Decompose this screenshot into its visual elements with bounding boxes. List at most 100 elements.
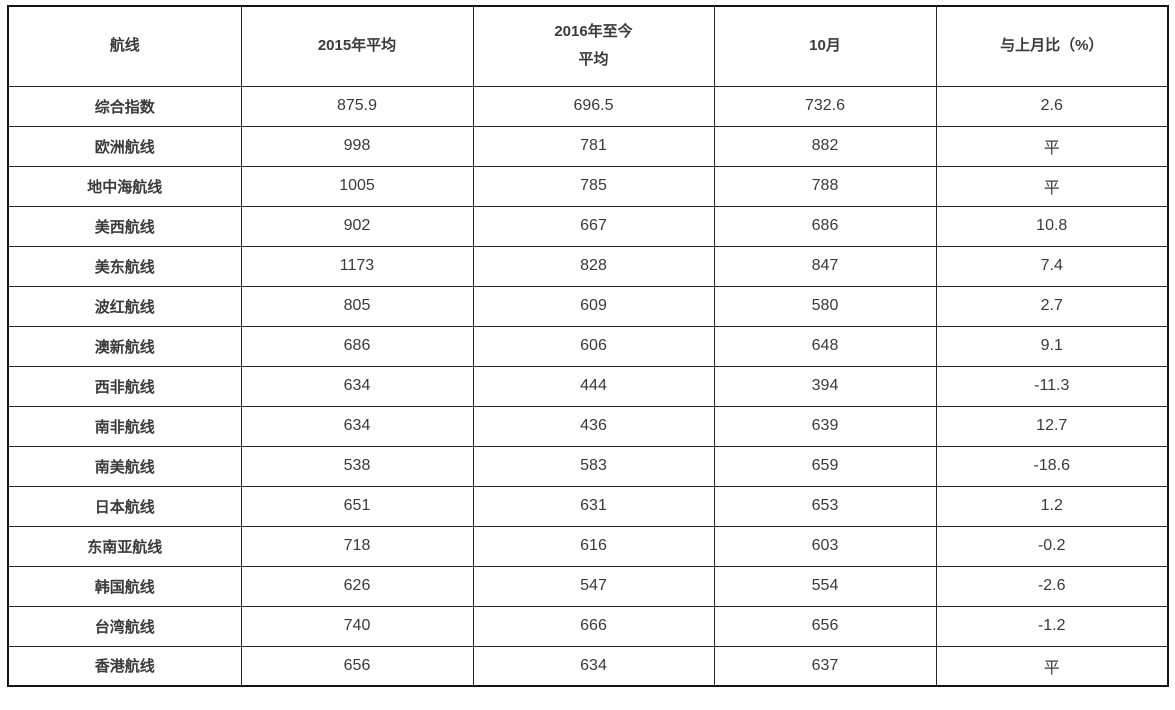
mom-change-cell: 平 <box>935 125 1169 167</box>
avg-2015-cell: 1173 <box>240 245 474 287</box>
avg-2016-cell: 785 <box>472 165 715 207</box>
mom-change-cell: 平 <box>935 165 1169 207</box>
mom-change-cell: -0.2 <box>935 525 1169 567</box>
table-row: 波红航线 805 609 580 2.7 <box>7 285 1169 327</box>
avg-2015-cell: 651 <box>240 485 474 527</box>
header-2016-to-date-average: 2016年至今 平均 <box>472 5 715 87</box>
route-name-cell: 波红航线 <box>7 285 242 327</box>
october-cell: 554 <box>713 565 937 607</box>
route-name-cell: 美东航线 <box>7 245 242 287</box>
avg-2015-cell: 902 <box>240 205 474 247</box>
october-cell: 847 <box>713 245 937 287</box>
freight-index-table: 航线 2015年平均 2016年至今 平均 10月 与上月比（%） 综合指数 8… <box>7 5 1169 687</box>
mom-change-cell: 2.7 <box>935 285 1169 327</box>
avg-2015-cell: 875.9 <box>240 85 474 127</box>
route-name-cell: 香港航线 <box>7 645 242 687</box>
mom-change-cell: 12.7 <box>935 405 1169 447</box>
table-row: 台湾航线 740 666 656 -1.2 <box>7 605 1169 647</box>
october-cell: 686 <box>713 205 937 247</box>
freight-table-container: 航线 2015年平均 2016年至今 平均 10月 与上月比（%） 综合指数 8… <box>7 5 1169 687</box>
avg-2016-cell: 609 <box>472 285 715 327</box>
october-cell: 394 <box>713 365 937 407</box>
table-row: 美东航线 1173 828 847 7.4 <box>7 245 1169 287</box>
avg-2016-cell: 547 <box>472 565 715 607</box>
table-header: 航线 2015年平均 2016年至今 平均 10月 与上月比（%） <box>7 5 1169 87</box>
october-cell: 580 <box>713 285 937 327</box>
table-row: 地中海航线 1005 785 788 平 <box>7 165 1169 207</box>
avg-2016-cell: 634 <box>472 645 715 687</box>
route-name-cell: 地中海航线 <box>7 165 242 207</box>
route-name-cell: 南非航线 <box>7 405 242 447</box>
route-name-cell: 西非航线 <box>7 365 242 407</box>
mom-change-cell: 2.6 <box>935 85 1169 127</box>
table-row: 西非航线 634 444 394 -11.3 <box>7 365 1169 407</box>
route-name-cell: 欧洲航线 <box>7 125 242 167</box>
mom-change-cell: 10.8 <box>935 205 1169 247</box>
avg-2016-cell: 667 <box>472 205 715 247</box>
avg-2016-cell: 631 <box>472 485 715 527</box>
mom-change-cell: 9.1 <box>935 325 1169 367</box>
mom-change-cell: 1.2 <box>935 485 1169 527</box>
header-2015-average: 2015年平均 <box>240 5 474 87</box>
table-row: 香港航线 656 634 637 平 <box>7 645 1169 687</box>
avg-2016-cell: 616 <box>472 525 715 567</box>
avg-2016-cell: 781 <box>472 125 715 167</box>
mom-change-cell: -1.2 <box>935 605 1169 647</box>
avg-2015-cell: 634 <box>240 405 474 447</box>
october-cell: 648 <box>713 325 937 367</box>
avg-2015-cell: 740 <box>240 605 474 647</box>
avg-2016-cell: 828 <box>472 245 715 287</box>
october-cell: 639 <box>713 405 937 447</box>
header-row: 航线 2015年平均 2016年至今 平均 10月 与上月比（%） <box>7 5 1169 87</box>
table-row: 日本航线 651 631 653 1.2 <box>7 485 1169 527</box>
october-cell: 603 <box>713 525 937 567</box>
route-name-cell: 南美航线 <box>7 445 242 487</box>
avg-2015-cell: 626 <box>240 565 474 607</box>
route-name-cell: 日本航线 <box>7 485 242 527</box>
avg-2016-cell: 696.5 <box>472 85 715 127</box>
table-row: 东南亚航线 718 616 603 -0.2 <box>7 525 1169 567</box>
avg-2015-cell: 805 <box>240 285 474 327</box>
route-name-cell: 东南亚航线 <box>7 525 242 567</box>
route-name-cell: 综合指数 <box>7 85 242 127</box>
avg-2016-cell: 583 <box>472 445 715 487</box>
october-cell: 637 <box>713 645 937 687</box>
header-2016-line1: 2016年至今 <box>554 22 633 40</box>
mom-change-cell: 平 <box>935 645 1169 687</box>
avg-2015-cell: 686 <box>240 325 474 367</box>
october-cell: 788 <box>713 165 937 207</box>
avg-2016-cell: 436 <box>472 405 715 447</box>
mom-change-cell: -2.6 <box>935 565 1169 607</box>
avg-2015-cell: 538 <box>240 445 474 487</box>
avg-2015-cell: 656 <box>240 645 474 687</box>
route-name-cell: 韩国航线 <box>7 565 242 607</box>
avg-2016-cell: 666 <box>472 605 715 647</box>
route-name-cell: 美西航线 <box>7 205 242 247</box>
october-cell: 653 <box>713 485 937 527</box>
avg-2016-cell: 606 <box>472 325 715 367</box>
header-route: 航线 <box>7 5 242 87</box>
table-row: 美西航线 902 667 686 10.8 <box>7 205 1169 247</box>
table-row: 南美航线 538 583 659 -18.6 <box>7 445 1169 487</box>
october-cell: 732.6 <box>713 85 937 127</box>
header-month-over-month: 与上月比（%） <box>935 5 1169 87</box>
table-row: 韩国航线 626 547 554 -2.6 <box>7 565 1169 607</box>
october-cell: 882 <box>713 125 937 167</box>
avg-2015-cell: 998 <box>240 125 474 167</box>
october-cell: 656 <box>713 605 937 647</box>
mom-change-cell: 7.4 <box>935 245 1169 287</box>
route-name-cell: 澳新航线 <box>7 325 242 367</box>
avg-2016-cell: 444 <box>472 365 715 407</box>
avg-2015-cell: 718 <box>240 525 474 567</box>
table-body: 综合指数 875.9 696.5 732.6 2.6 欧洲航线 998 781 … <box>7 85 1169 687</box>
mom-change-cell: -11.3 <box>935 365 1169 407</box>
table-row: 综合指数 875.9 696.5 732.6 2.6 <box>7 85 1169 127</box>
route-name-cell: 台湾航线 <box>7 605 242 647</box>
october-cell: 659 <box>713 445 937 487</box>
avg-2015-cell: 1005 <box>240 165 474 207</box>
table-row: 欧洲航线 998 781 882 平 <box>7 125 1169 167</box>
mom-change-cell: -18.6 <box>935 445 1169 487</box>
avg-2015-cell: 634 <box>240 365 474 407</box>
table-row: 南非航线 634 436 639 12.7 <box>7 405 1169 447</box>
